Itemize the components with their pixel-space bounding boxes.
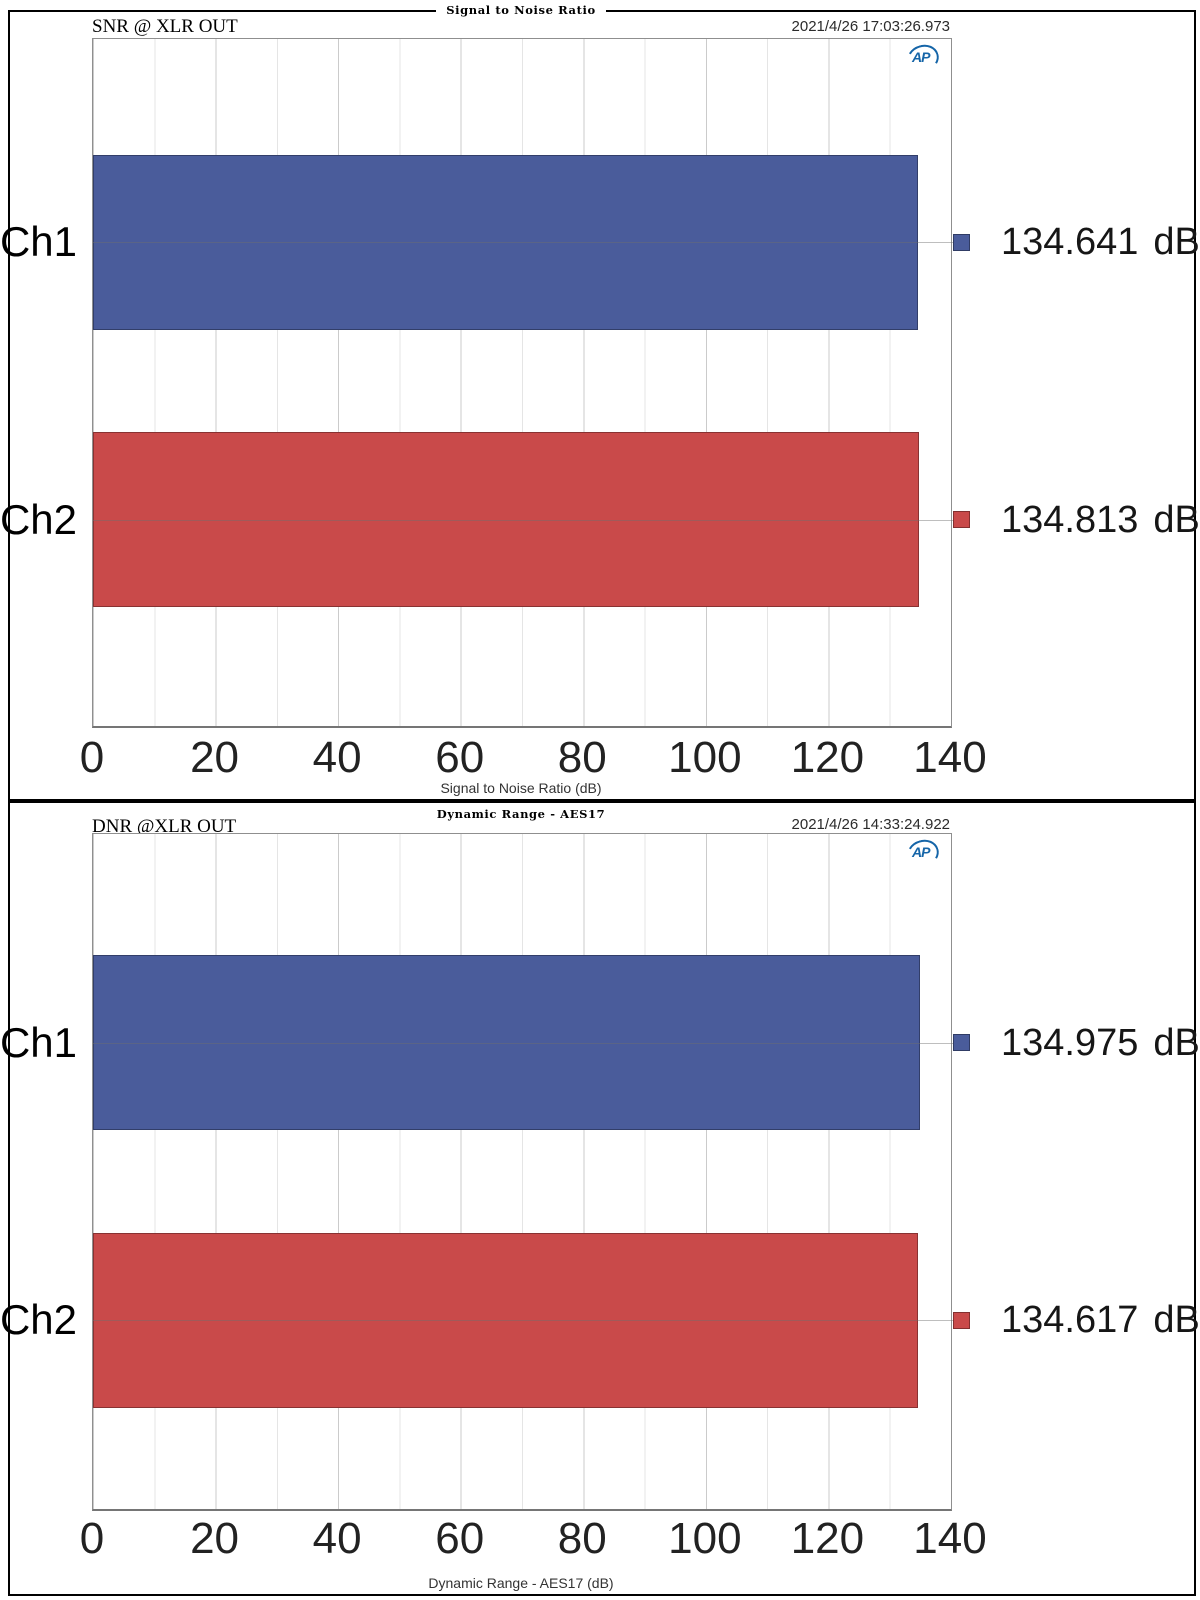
snr-ch1-bar [93, 154, 919, 330]
dnr-ch1-legend: 134.975 dB [953, 1024, 1200, 1062]
snr-ch1-legend-marker [953, 233, 970, 251]
x-tick: 40 [312, 733, 362, 782]
x-tick: 120 [790, 733, 865, 782]
x-tick: 100 [668, 1514, 742, 1563]
audio-precision-logo-icon: AP [903, 40, 943, 77]
snr-chart-header: SNR @ XLR OUT [92, 16, 238, 37]
x-tick: 60 [435, 733, 485, 782]
dnr-ch2-gridline [93, 1320, 970, 1321]
x-tick: 0 [79, 1514, 105, 1563]
snr-x-axis-label: Signal to Noise Ratio (dB) [440, 780, 602, 796]
audio-precision-logo-icon: AP [903, 835, 943, 872]
snr-ch2-unit: dB [1153, 498, 1200, 541]
dnr-ch1-value: 134.975 [1001, 1021, 1139, 1064]
snr-ch1-gridline [93, 242, 970, 244]
dnr-chart-panel: Dynamic Range - AES17 DNR @XLR OUT 2021/… [0, 801, 1200, 1596]
x-tick: 100 [668, 733, 742, 782]
x-tick: 120 [790, 1514, 865, 1563]
snr-ch2-legend: 134.813 dB [953, 501, 1200, 539]
dnr-ch1-unit: dB [1153, 1021, 1200, 1064]
snr-ch2-legend-marker [953, 511, 970, 529]
x-tick: 140 [913, 1514, 987, 1563]
x-tick: 80 [557, 1514, 607, 1563]
snr-ch2-bar [93, 432, 920, 608]
ap-logo-text: AP [912, 49, 930, 65]
dnr-ch2-label: Ch2 [0, 1296, 77, 1343]
snr-ch2-gridline [93, 519, 970, 521]
snr-plot-area: Ch1 Ch2 134.641 dB 134.813 dB AP [0, 38, 1200, 728]
snr-ch2-value: 134.813 [1001, 498, 1139, 541]
x-tick: 80 [557, 733, 607, 782]
dnr-chart-header: DNR @XLR OUT [92, 816, 237, 837]
dnr-ch1-legend-marker [953, 1034, 970, 1052]
snr-ch2-label: Ch2 [0, 495, 77, 543]
x-tick: 140 [913, 733, 987, 782]
snr-chart-panel: Signal to Noise Ratio SNR @ XLR OUT 2021… [0, 3, 1200, 801]
dnr-ch2-legend-marker [953, 1311, 970, 1329]
dnr-ch2-bar [93, 1232, 918, 1408]
snr-ch1-value: 134.641 [1001, 221, 1139, 264]
snr-ch1-legend: 134.641 dB [953, 223, 1200, 261]
dnr-plot-area: Ch1 Ch2 134.975 dB 134.617 dB AP [0, 833, 1200, 1511]
dnr-ch1-label: Ch1 [0, 1018, 77, 1066]
snr-page-title-wrap: Signal to Noise Ratio [92, 1, 950, 19]
ap-logo-text: AP [912, 844, 930, 860]
snr-ch1-unit: dB [1153, 221, 1200, 264]
dnr-page-title-wrap: Dynamic Range - AES17 [92, 805, 950, 823]
dnr-ch2-legend: 134.617 dB [953, 1301, 1200, 1339]
x-tick: 20 [190, 733, 240, 782]
x-tick: 60 [435, 1514, 485, 1563]
dnr-ch2-unit: dB [1153, 1299, 1200, 1341]
snr-timestamp: 2021/4/26 17:03:26.973 [791, 18, 950, 35]
dnr-x-axis-ticks: 0 20 40 60 80 100 120 140 [80, 1514, 987, 1567]
x-tick: 20 [190, 1514, 240, 1563]
dnr-page-title: Dynamic Range - AES17 [426, 807, 616, 821]
dnr-ch2-value: 134.617 [1001, 1299, 1139, 1341]
dnr-ch1-bar [93, 955, 921, 1131]
x-tick: 40 [312, 1514, 362, 1563]
x-tick: 0 [79, 733, 105, 782]
dnr-x-axis-label: Dynamic Range - AES17 (dB) [428, 1575, 614, 1591]
snr-page-title: Signal to Noise Ratio [436, 3, 606, 17]
dnr-ch1-gridline [93, 1042, 970, 1044]
snr-x-axis-ticks: 0 20 40 60 80 100 120 140 [80, 733, 987, 786]
snr-ch1-label: Ch1 [0, 218, 77, 266]
dnr-timestamp: 2021/4/26 14:33:24.922 [791, 816, 950, 833]
